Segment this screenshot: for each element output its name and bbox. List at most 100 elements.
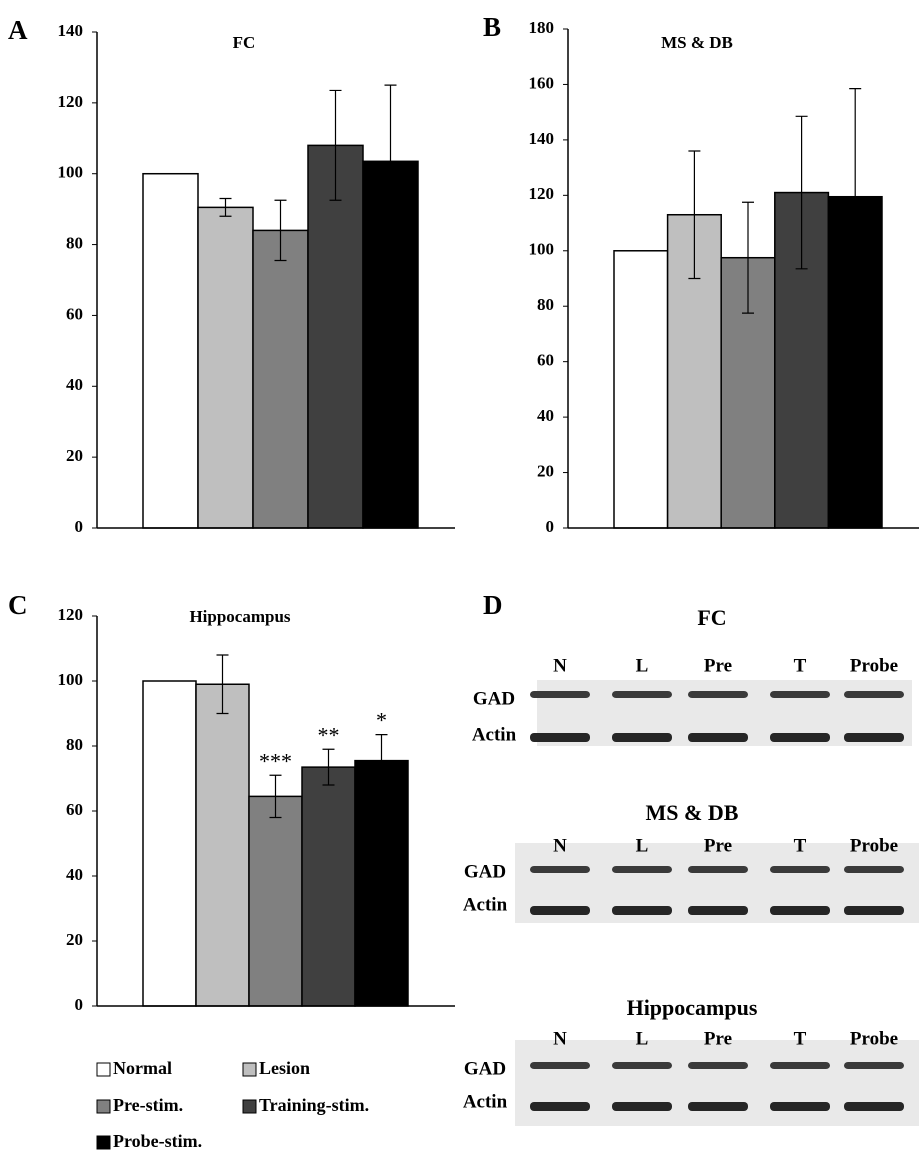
y-tick-label: 40 [66,375,83,394]
panel-label: C [8,590,28,620]
y-tick-label: 100 [58,670,84,689]
lane-label: Probe [850,835,898,856]
y-tick-label: 60 [66,800,83,819]
band [612,866,672,873]
row-label: GAD [464,1058,506,1079]
panel-label: D [483,590,503,620]
y-tick-label: 100 [529,240,555,259]
band [612,691,672,698]
band [770,691,830,698]
panel-label: B [483,12,501,42]
legend-label: Normal [113,1058,172,1078]
y-tick-label: 0 [75,995,84,1014]
y-tick-label: 40 [66,865,83,884]
bar [196,684,249,1006]
y-tick-label: 140 [58,21,84,40]
band [530,691,590,698]
bar [198,207,253,528]
legend-label: Lesion [259,1058,310,1078]
row-label: Actin [463,894,508,915]
bar [253,230,308,528]
chart-title: MS & DB [661,33,733,52]
band [530,906,590,915]
lane-label: L [636,1028,649,1049]
y-tick-label: 60 [66,304,83,323]
band [612,1102,672,1111]
band [844,906,904,915]
band [688,866,748,873]
band [688,1062,748,1069]
band [612,733,672,742]
bar [143,681,196,1006]
y-tick-label: 60 [537,351,554,370]
y-tick-label: 120 [58,92,84,111]
figure: A FC 0 20 40 60 80 100 120 140 B MS & DB 0 20 40 60 80 10… [0,0,919,1159]
band [612,1062,672,1069]
band [770,866,830,873]
y-tick-label: 120 [529,184,555,203]
y-tick-label: 0 [75,517,84,536]
bar [143,174,198,528]
legend-label: Probe-stim. [113,1131,202,1151]
band [530,1062,590,1069]
y-tick-label: 80 [537,295,554,314]
y-tick-label: 120 [58,605,84,624]
row-label: GAD [464,861,506,882]
lane-label: Pre [704,835,732,856]
lane-label: Probe [850,655,898,676]
blot-title: Hippocampus [627,995,758,1020]
legend-swatch [243,1063,256,1076]
significance: ** [318,722,340,747]
legend-swatch [243,1100,256,1113]
y-tick-label: 80 [66,735,83,754]
band [688,733,748,742]
lane-label: Pre [704,655,732,676]
chart-title: FC [233,33,256,52]
lane-label: Pre [704,1028,732,1049]
row-label: Actin [472,724,517,745]
legend-label: Training-stim. [259,1095,369,1115]
y-tick-label: 140 [529,129,555,148]
lane-label: T [794,1028,807,1049]
y-tick-label: 20 [66,930,83,949]
legend-swatch [97,1063,110,1076]
band [688,1102,748,1111]
band [844,691,904,698]
band [688,906,748,915]
lane-label: N [553,835,567,856]
legend-swatch [97,1100,110,1113]
y-tick-label: 0 [546,517,555,536]
band [770,1102,830,1111]
band [688,691,748,698]
panel-label: A [8,15,28,45]
bar [614,251,668,528]
band [770,1062,830,1069]
band [844,1062,904,1069]
blot-title: MS & DB [646,800,739,825]
band [530,733,590,742]
y-tick-label: 20 [537,461,554,480]
bar [249,796,302,1006]
bar [302,767,355,1006]
y-tick-label: 180 [529,18,555,37]
y-tick-label: 100 [58,163,84,182]
lane-label: N [553,1028,567,1049]
band [844,866,904,873]
band [530,1102,590,1111]
legend-swatch [97,1136,110,1149]
lane-label: L [636,655,649,676]
lane-label: Probe [850,1028,898,1049]
lane-label: N [553,655,567,676]
significance: *** [259,748,292,773]
blot-image [515,1040,919,1126]
band [844,1102,904,1111]
lane-label: L [636,835,649,856]
band [770,733,830,742]
significance: * [376,708,387,733]
bar [308,145,363,528]
row-label: Actin [463,1091,508,1112]
row-label: GAD [473,688,515,709]
y-tick-label: 80 [66,233,83,252]
y-tick-label: 20 [66,446,83,465]
y-tick-label: 160 [529,73,555,92]
